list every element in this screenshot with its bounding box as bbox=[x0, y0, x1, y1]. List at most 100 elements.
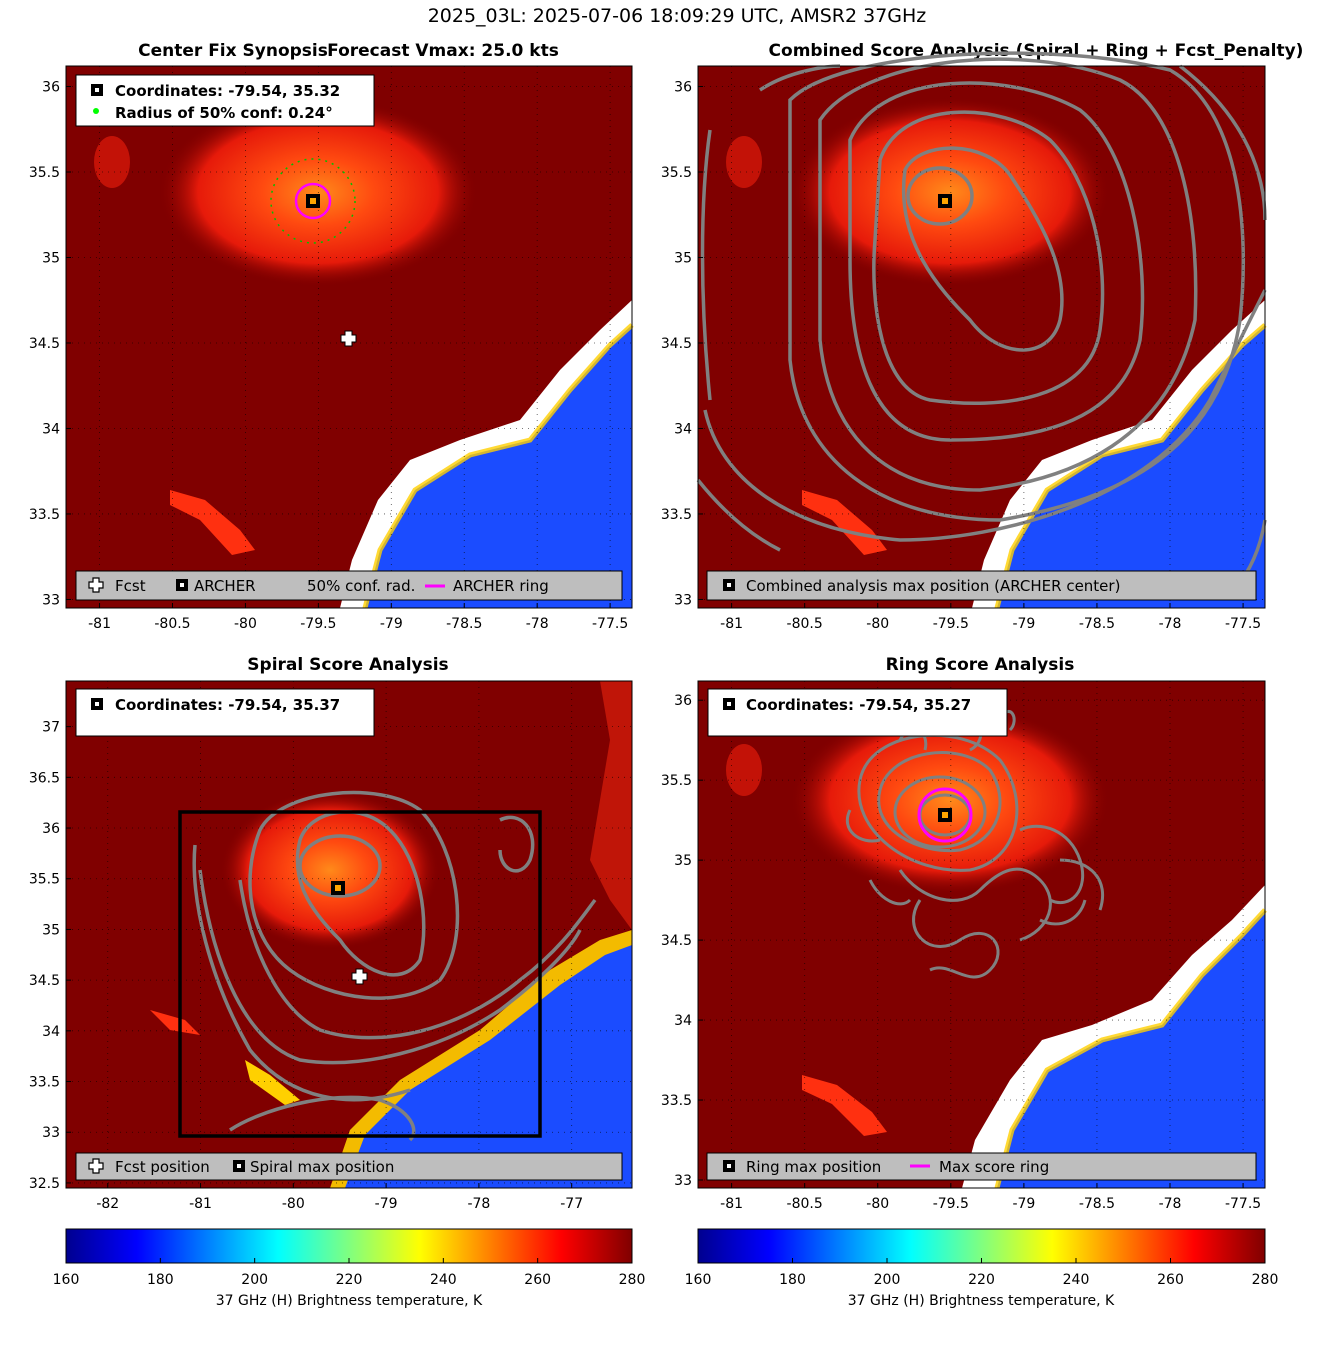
y-tick-label: 35 bbox=[42, 250, 60, 266]
ring-center-marker-inner bbox=[942, 812, 948, 818]
colorbar-tick-label: 260 bbox=[1157, 1272, 1184, 1288]
colorbar-tick-label: 200 bbox=[241, 1272, 268, 1288]
spiral-warm-streak bbox=[245, 1060, 300, 1105]
colorbar-tick-label: 180 bbox=[779, 1272, 806, 1288]
y-tick-label: 34.5 bbox=[29, 336, 60, 352]
ring-ocean bbox=[997, 910, 1265, 1188]
y-tick-label: 33.5 bbox=[661, 507, 692, 523]
colorbar-tick-label: 160 bbox=[685, 1272, 712, 1288]
combined-plot-area: Combined analysis max position (ARCHER c… bbox=[696, 51, 1267, 609]
x-tick-label: -80.5 bbox=[787, 616, 823, 632]
colorbar-tick-label: 220 bbox=[336, 1272, 363, 1288]
x-tick-label: -77.5 bbox=[592, 616, 628, 632]
x-tick-label: -79 bbox=[380, 616, 403, 632]
spiral-warm-region bbox=[220, 790, 440, 950]
ring-max-ring bbox=[917, 787, 973, 843]
spiral-ocean bbox=[345, 945, 632, 1188]
ring-title: Ring Score Analysis bbox=[886, 655, 1075, 675]
x-tick-label: -79.5 bbox=[933, 616, 969, 632]
y-tick-label: 33 bbox=[674, 592, 692, 608]
ring-warm-streak bbox=[802, 1075, 887, 1136]
ring-frame bbox=[697, 680, 1266, 1189]
y-tick-label: 35.5 bbox=[661, 165, 692, 181]
legend-spiral-icon-inner bbox=[237, 1164, 241, 1168]
synopsis-center-marker-inner bbox=[310, 198, 316, 204]
colorbar-right-gradient bbox=[697, 1228, 1266, 1264]
x-tick-label: -78.5 bbox=[446, 616, 482, 632]
y-tick-label: 33 bbox=[674, 1173, 692, 1189]
combined-center-marker-inner bbox=[942, 198, 948, 204]
legend-fcst-icon bbox=[88, 577, 104, 593]
ring-legend-ring: Max score ring bbox=[939, 1158, 1049, 1176]
ring-contours bbox=[845, 710, 1105, 979]
x-tick-label: -80 bbox=[282, 1196, 305, 1212]
x-tick-label: -78 bbox=[1159, 1196, 1182, 1212]
y-tick-label: 34 bbox=[42, 421, 60, 437]
combined-legend-max: Combined analysis max position (ARCHER c… bbox=[746, 577, 1120, 595]
synopsis-legend-fcst: Fcst bbox=[115, 577, 146, 595]
combined-frame bbox=[697, 65, 1266, 609]
panel-synopsis: Center Fix Synopsis Forecast Vmax: 25.0 … bbox=[29, 41, 634, 632]
info-square-icon-inner bbox=[95, 88, 99, 92]
ring-legend-max: Ring max position bbox=[746, 1158, 881, 1176]
x-tick-label: -82 bbox=[96, 1196, 119, 1212]
y-tick-label: 35 bbox=[42, 922, 60, 938]
x-tick-label: -77.5 bbox=[1225, 1196, 1261, 1212]
synopsis-title-left: Center Fix Synopsis bbox=[138, 41, 328, 61]
synopsis-fcst-marker bbox=[340, 330, 357, 347]
y-tick-label: 36.5 bbox=[29, 770, 60, 786]
spiral-frame bbox=[65, 680, 633, 1189]
spiral-plot-area: Coordinates: -79.54, 35.37 Fcst position… bbox=[65, 680, 633, 1189]
info-dot-icon bbox=[93, 108, 99, 114]
x-tick-label: -79 bbox=[1012, 1196, 1035, 1212]
synopsis-legend-ring: ARCHER ring bbox=[453, 577, 549, 595]
synopsis-conf-circle bbox=[270, 158, 356, 244]
x-tick-label: -80 bbox=[234, 616, 257, 632]
synopsis-title-right: Forecast Vmax: 25.0 kts bbox=[327, 41, 559, 61]
x-tick-label: -79 bbox=[375, 1196, 398, 1212]
colorbar-tick-label: 200 bbox=[874, 1272, 901, 1288]
spiral-title: Spiral Score Analysis bbox=[247, 655, 448, 675]
colorbar-tick-label: 180 bbox=[147, 1272, 174, 1288]
y-tick-label: 34.5 bbox=[661, 933, 692, 949]
x-tick-label: -81 bbox=[88, 616, 111, 632]
y-tick-label: 34 bbox=[674, 1013, 692, 1029]
combined-warm-streak bbox=[802, 490, 887, 555]
spiral-legend-max: Spiral max position bbox=[250, 1158, 394, 1176]
synopsis-legend-archer: ARCHER bbox=[194, 577, 256, 595]
y-tick-label: 33.5 bbox=[29, 1075, 60, 1091]
info-square-icon-inner bbox=[727, 702, 731, 706]
x-tick-label: -80.5 bbox=[787, 1196, 823, 1212]
x-tick-label: -81 bbox=[189, 1196, 212, 1212]
legend-combined-icon-inner bbox=[727, 583, 731, 587]
x-tick-label: -79.5 bbox=[933, 1196, 969, 1212]
y-tick-label: 33.5 bbox=[29, 507, 60, 523]
colorbar-tick-label: 220 bbox=[968, 1272, 995, 1288]
x-tick-label: -77.5 bbox=[1225, 616, 1261, 632]
ring-warm-spot bbox=[726, 744, 762, 796]
combined-contours bbox=[696, 51, 1267, 592]
colorbar-tick-label: 160 bbox=[53, 1272, 80, 1288]
y-tick-label: 34 bbox=[42, 1024, 60, 1040]
combined-warm-region bbox=[790, 97, 1110, 287]
x-tick-label: -79.5 bbox=[300, 616, 336, 632]
y-tick-label: 34.5 bbox=[661, 336, 692, 352]
colorbar-tick-label: 280 bbox=[1252, 1272, 1279, 1288]
y-tick-label: 33.5 bbox=[661, 1093, 692, 1109]
synopsis-legend-conf: 50% conf. rad. bbox=[307, 577, 415, 595]
info-square-icon-inner bbox=[95, 702, 99, 706]
x-tick-label: -80.5 bbox=[154, 616, 190, 632]
y-tick-label: 36 bbox=[674, 80, 692, 96]
synopsis-plot-area: Coordinates: -79.54, 35.32 Radius of 50%… bbox=[65, 65, 634, 609]
x-tick-label: -78.5 bbox=[1079, 616, 1115, 632]
ring-info-box bbox=[707, 688, 1008, 737]
y-tick-label: 34 bbox=[674, 421, 692, 437]
synopsis-frame bbox=[65, 65, 633, 609]
colorbar-right: 160 180 200 220 240 260 280 37 GHz (H) Brightn… bbox=[685, 1228, 1279, 1309]
synopsis-info-coords: Coordinates: -79.54, 35.32 bbox=[115, 82, 340, 100]
synopsis-warm-spot bbox=[94, 136, 130, 188]
panel-spiral: Spiral Score Analysis bbox=[29, 655, 633, 1212]
legend-fcst-icon bbox=[88, 1158, 104, 1174]
panel-combined: Combined Score Analysis (Spiral + Ring +… bbox=[661, 41, 1304, 632]
legend-ring-max-icon-inner bbox=[727, 1164, 731, 1168]
